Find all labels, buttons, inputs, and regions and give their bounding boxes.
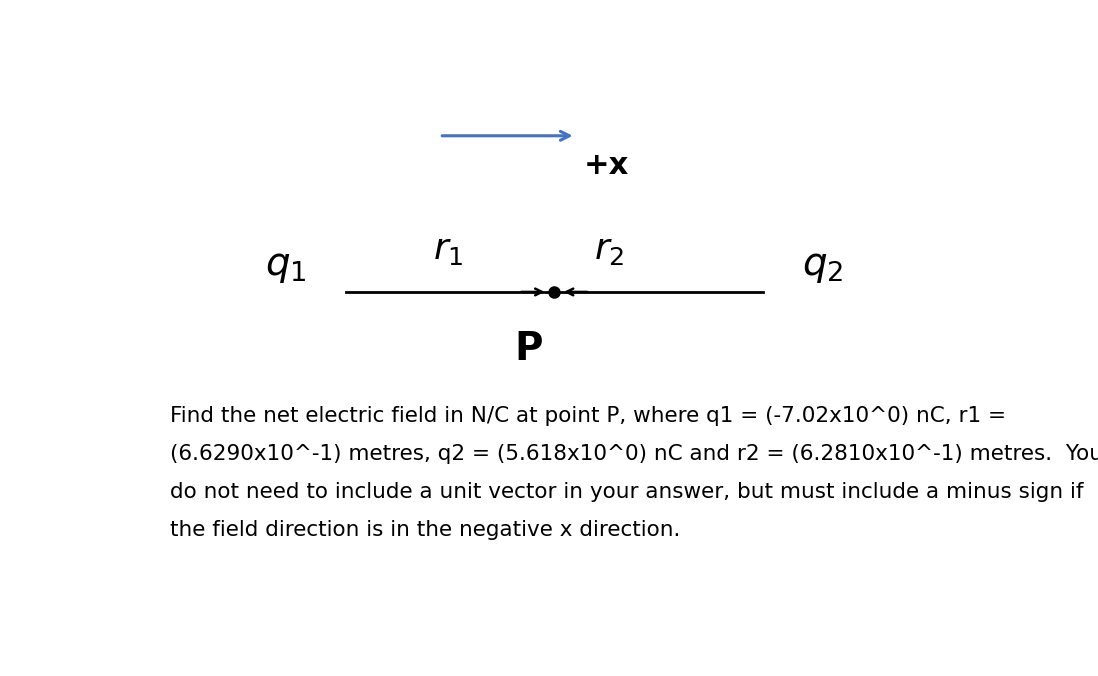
Text: do not need to include a unit vector in your answer, but must include a minus si: do not need to include a unit vector in …: [169, 483, 1083, 502]
Text: $q_2$: $q_2$: [802, 247, 843, 285]
Text: (6.6290x10^-1) metres, q2 = (5.618x10^0) nC and r2 = (6.2810x10^-1) metres.  You: (6.6290x10^-1) metres, q2 = (5.618x10^0)…: [169, 444, 1098, 464]
Text: +x: +x: [584, 151, 629, 180]
Text: the field direction is in the negative x direction.: the field direction is in the negative x…: [169, 521, 680, 540]
Text: $r_1$: $r_1$: [433, 233, 463, 267]
Text: Find the net electric field in N/C at point P, where q1 = (-7.02x10^0) nC, r1 =: Find the net electric field in N/C at po…: [169, 406, 1006, 427]
Text: $q_1$: $q_1$: [266, 247, 307, 285]
Text: P: P: [515, 330, 542, 368]
Text: $r_2$: $r_2$: [594, 233, 625, 267]
